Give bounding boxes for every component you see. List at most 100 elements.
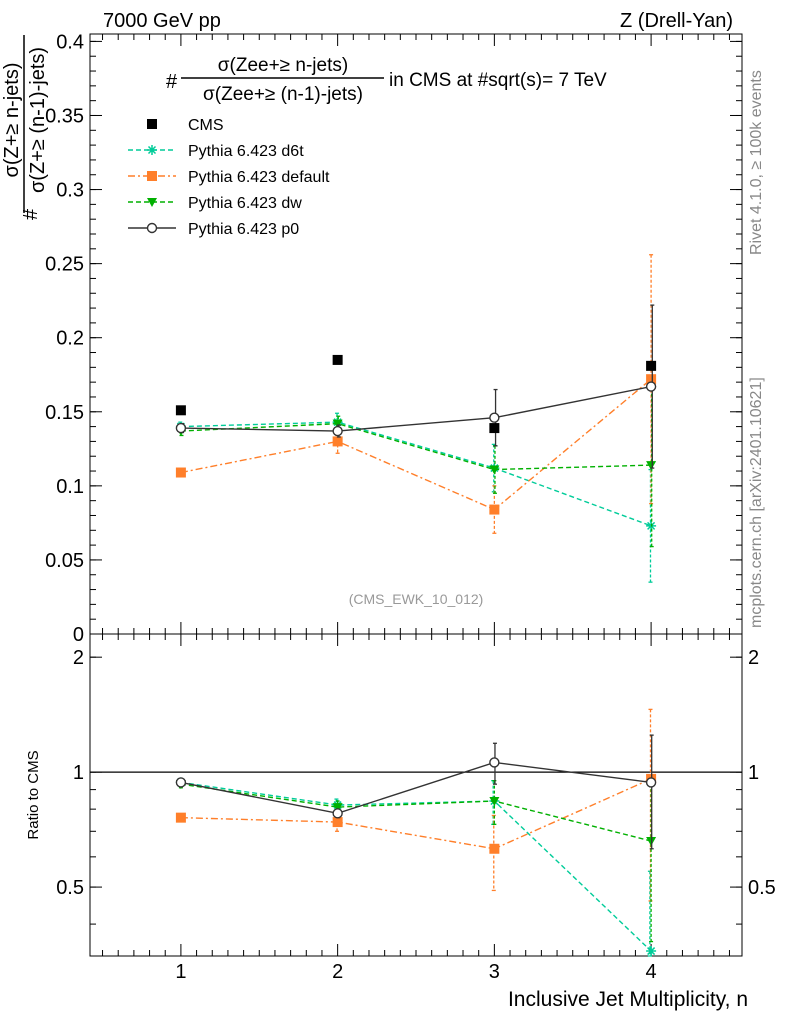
data-point bbox=[645, 777, 657, 788]
legend-item: Pythia 6.423 d6t bbox=[128, 143, 304, 160]
data-point bbox=[645, 381, 657, 392]
y-tick-label: 2 bbox=[73, 647, 84, 669]
data-point bbox=[332, 425, 343, 437]
ratio-y-label: Ratio to CMS bbox=[25, 750, 42, 839]
legend-item: Pythia 6.423 p0 bbox=[128, 221, 299, 238]
series-pythia-6-423-p0 bbox=[175, 304, 657, 469]
data-point bbox=[489, 843, 500, 854]
data-point bbox=[489, 504, 500, 515]
legend-label: Pythia 6.423 p0 bbox=[188, 221, 299, 238]
main-x-axis bbox=[102, 34, 730, 634]
x-tick-label: 4 bbox=[646, 961, 657, 983]
y-tick-label-right: 0.5 bbox=[748, 877, 776, 899]
legend-marker bbox=[147, 171, 157, 181]
data-point bbox=[332, 817, 343, 828]
main-y-label-prefix: # bbox=[20, 208, 42, 220]
y-tick-label: 0.35 bbox=[45, 105, 84, 127]
data-point bbox=[489, 757, 500, 768]
legend-marker bbox=[146, 222, 158, 234]
main-series-group bbox=[175, 254, 657, 583]
y-tick-label: 0.1 bbox=[56, 476, 84, 498]
x-tick-label: 3 bbox=[489, 961, 500, 983]
data-point bbox=[175, 812, 186, 823]
legend-item: Pythia 6.423 default bbox=[128, 169, 330, 186]
ratio-panel-frame bbox=[89, 633, 743, 957]
data-point bbox=[646, 374, 657, 385]
series-line bbox=[180, 421, 652, 527]
data-point bbox=[175, 777, 187, 788]
main-title-prefix: # bbox=[166, 71, 178, 93]
series-pythia-6-423-default bbox=[175, 708, 657, 902]
series-line bbox=[180, 781, 652, 952]
data-point bbox=[332, 419, 343, 429]
main-title-denominator: σ(Zee+≥ (n-1)-jets) bbox=[203, 84, 363, 105]
ratio-panel: 0.5 1 2 0.5 1 2 1 2 3 4 Ratio to CMS Inclusive J… bbox=[25, 633, 776, 1011]
series-line bbox=[180, 783, 652, 842]
y-tick-label: 0.25 bbox=[45, 254, 84, 276]
legend-label: CMS bbox=[188, 117, 224, 134]
legend-label: Pythia 6.423 d6t bbox=[188, 143, 304, 160]
data-point bbox=[332, 803, 343, 813]
series-pythia-6-423-p0 bbox=[175, 734, 657, 850]
y-tick-label: 0.5 bbox=[56, 877, 84, 899]
data-point bbox=[646, 461, 657, 471]
main-y-label-denominator: σ(Z+≥ (n-1)-jets) bbox=[27, 47, 49, 193]
legend-item: CMS bbox=[147, 117, 224, 134]
main-title: # σ(Zee+≥ n-jets) σ(Zee+≥ (n-1)-jets) in… bbox=[166, 55, 607, 105]
y-tick-label: 0.3 bbox=[56, 180, 84, 202]
data-point bbox=[646, 946, 657, 957]
main-y-axis: 0 0.05 0.1 0.15 0.2 0.25 0.3 0.35 0.4 bbox=[45, 31, 742, 646]
x-axis-label: Inclusive Jet Multiplicity, n bbox=[508, 988, 748, 1011]
y-tick-label: 1 bbox=[73, 762, 84, 784]
main-title-suffix: in CMS at #sqrt(s)= 7 TeV bbox=[389, 70, 607, 91]
series-pythia-6-423-default bbox=[175, 254, 657, 534]
legend: CMS Pythia 6.423 d6t Pythia 6.423 default P… bbox=[128, 117, 330, 238]
data-point bbox=[175, 422, 187, 434]
legend-label: Pythia 6.423 default bbox=[188, 169, 330, 186]
main-panel: 0 0.05 0.1 0.15 0.2 0.25 0.3 0.35 0.4 # σ(Z+≥ n-… bbox=[1, 31, 743, 646]
y-tick-label: 0.15 bbox=[45, 402, 84, 424]
x-tick-label: 2 bbox=[332, 961, 343, 983]
series-line bbox=[180, 761, 652, 815]
header-left: 7000 GeV pp bbox=[103, 10, 221, 32]
series-cms bbox=[175, 354, 657, 434]
analysis-watermark: (CMS_EWK_10_012) bbox=[349, 591, 484, 607]
series-pythia-6-423-dw bbox=[175, 382, 657, 548]
series-line bbox=[180, 778, 652, 850]
series-line bbox=[180, 378, 652, 511]
ratio-series-group bbox=[175, 708, 657, 957]
main-y-label-numerator: σ(Z+≥ n-jets) bbox=[1, 63, 23, 178]
y-tick-label-right: 1 bbox=[748, 762, 759, 784]
data-point bbox=[332, 354, 343, 365]
data-point bbox=[489, 412, 500, 423]
y-tick-label: 0.4 bbox=[56, 31, 84, 53]
mcplots-label: mcplots.cern.ch [arXiv:2401.10621] bbox=[748, 377, 765, 628]
series-line bbox=[180, 385, 652, 432]
main-title-numerator: σ(Zee+≥ n-jets) bbox=[218, 55, 348, 76]
legend-label: Pythia 6.423 dw bbox=[188, 195, 302, 212]
data-point bbox=[175, 405, 186, 416]
x-tick-label: 1 bbox=[175, 961, 186, 983]
data-point bbox=[489, 797, 500, 807]
y-tick-label: 0 bbox=[73, 624, 84, 646]
data-point bbox=[646, 360, 657, 371]
header-right: Z (Drell-Yan) bbox=[620, 10, 733, 32]
y-tick-label-right: 2 bbox=[748, 647, 759, 669]
data-point bbox=[175, 467, 186, 478]
main-y-label: # σ(Z+≥ n-jets) σ(Z+≥ (n-1)-jets) bbox=[1, 35, 49, 220]
data-point bbox=[332, 808, 343, 819]
rivet-label: Rivet 4.1.0, ≥ 100k events bbox=[748, 70, 765, 255]
y-tick-label: 0.2 bbox=[56, 328, 84, 350]
legend-item: Pythia 6.423 dw bbox=[128, 195, 302, 212]
data-point bbox=[489, 465, 500, 475]
legend-marker bbox=[147, 119, 157, 129]
data-point bbox=[489, 423, 500, 434]
ratio-y-axis: 0.5 1 2 0.5 1 2 bbox=[56, 647, 776, 925]
series-line bbox=[180, 422, 652, 471]
legend-marker bbox=[147, 145, 157, 155]
series-pythia-6-423-d6t bbox=[175, 412, 657, 583]
data-point bbox=[332, 436, 343, 447]
ratio-x-axis: 1 2 3 4 bbox=[102, 634, 730, 983]
y-tick-label: 0.05 bbox=[45, 550, 84, 572]
